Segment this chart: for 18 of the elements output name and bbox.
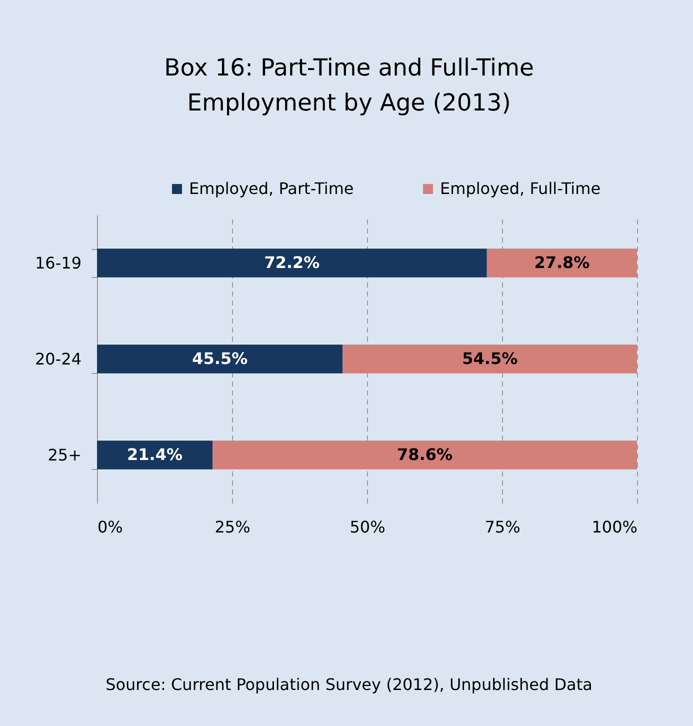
legend-label: Employed, Full-Time	[440, 179, 601, 198]
data-label: 72.2%	[264, 253, 320, 272]
data-label: 78.6%	[397, 445, 453, 464]
source-note: Source: Current Population Survey (2012), Unpublished Data	[106, 675, 592, 694]
legend-label: Employed, Part-Time	[189, 179, 354, 198]
x-tick-label: 25%	[214, 518, 250, 536]
y-tick-label: 25+	[48, 446, 82, 464]
data-label: 21.4%	[127, 445, 183, 464]
chart-title: Box 16: Part-Time and Full-Time Employment by Age (2013)	[164, 54, 534, 116]
x-tick-label: 50%	[350, 518, 386, 536]
x-tick-label: 0%	[98, 518, 123, 536]
data-label: 45.5%	[192, 349, 248, 368]
x-tick-label: 100%	[592, 518, 638, 536]
y-tick-label: 20-24	[35, 350, 82, 368]
y-tick-label: 16-19	[35, 254, 82, 272]
data-label: 27.8%	[534, 253, 590, 272]
data-label: 54.5%	[462, 349, 518, 368]
x-tick-label: 75%	[484, 518, 520, 536]
